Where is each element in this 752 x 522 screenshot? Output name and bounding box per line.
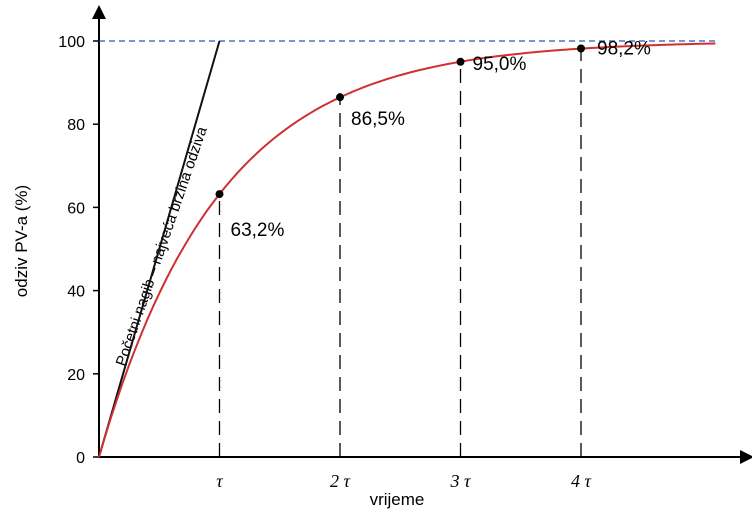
x-tick-label: 2 τ bbox=[330, 471, 351, 491]
y-tick-label: 80 bbox=[67, 117, 85, 134]
initial-slope-line bbox=[98, 40, 221, 458]
data-point-label: 63,2% bbox=[231, 220, 285, 241]
y-tick-label: 60 bbox=[67, 200, 85, 217]
tangent-label: Početni nagib – najveća brzina odziva bbox=[113, 124, 211, 368]
data-point-label: 86,5% bbox=[351, 109, 405, 130]
x-tick-label: τ bbox=[216, 471, 223, 491]
data-point bbox=[336, 93, 344, 102]
data-point bbox=[215, 190, 224, 199]
data-point-label: 98,2% bbox=[597, 38, 651, 59]
data-point bbox=[456, 57, 465, 66]
data-point bbox=[577, 44, 585, 53]
y-tick-label: 100 bbox=[58, 34, 85, 51]
y-tick-label: 40 bbox=[67, 284, 85, 301]
y-tick-label: 20 bbox=[67, 367, 85, 384]
y-axis-title: odziv PV-a (%) bbox=[12, 185, 31, 297]
y-tick-label: 0 bbox=[76, 450, 85, 467]
x-tick-label: 3 τ bbox=[450, 471, 472, 491]
response-curve bbox=[98, 42, 716, 458]
data-point-label: 95,0% bbox=[473, 54, 527, 75]
x-tick-label: 4 τ bbox=[571, 471, 592, 491]
x-axis-title: vrijeme bbox=[370, 490, 425, 509]
